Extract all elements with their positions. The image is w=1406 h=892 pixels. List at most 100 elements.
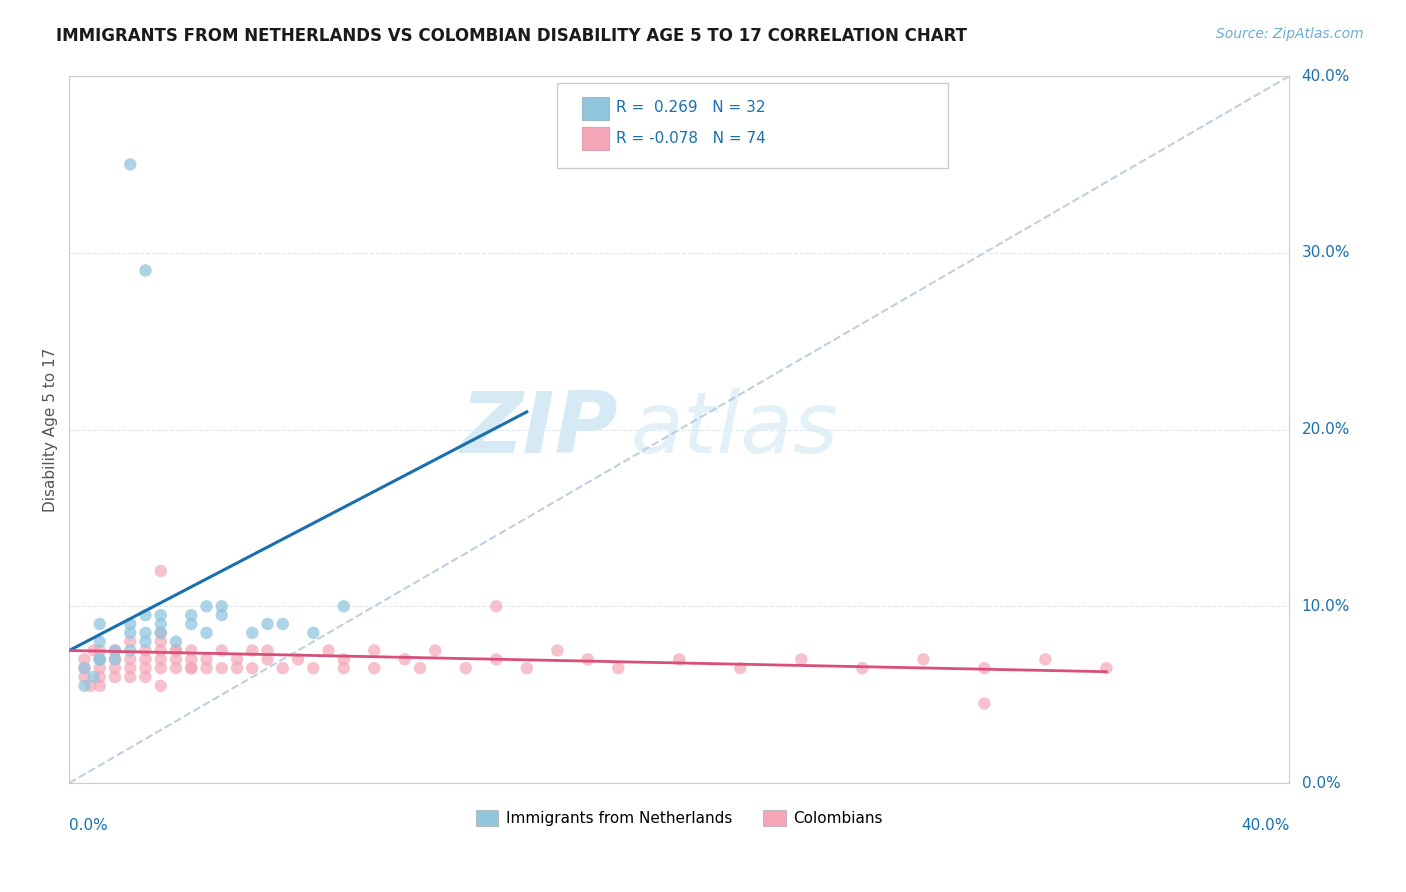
Point [516,661,538,675]
Point [211,608,233,623]
Point [211,599,233,614]
Point [485,599,508,614]
Point [302,661,325,675]
Point [89,679,111,693]
Point [104,643,127,657]
Point [89,652,111,666]
Point [790,652,813,666]
Point [1095,661,1118,675]
Point [256,643,278,657]
Point [363,643,385,657]
Point [973,697,995,711]
Point [104,670,127,684]
Point [180,661,202,675]
Point [120,625,142,640]
Point [104,652,127,666]
Point [104,661,127,675]
Point [195,599,218,614]
Point [104,643,127,657]
Point [165,643,187,657]
Point [394,652,416,666]
Point [83,643,105,657]
Point [120,157,142,171]
Point [287,652,309,666]
Point [333,599,356,614]
Point [149,608,172,623]
Text: 40.0%: 40.0% [1302,69,1350,84]
Point [73,661,96,675]
Text: ZIP: ZIP [461,388,619,471]
Point [73,661,96,675]
Point [134,652,156,666]
Point [73,670,96,684]
Legend: Immigrants from Netherlands, Colombians: Immigrants from Netherlands, Colombians [470,804,889,832]
Point [89,661,111,675]
Text: R =  0.269   N = 32: R = 0.269 N = 32 [616,100,765,115]
Point [134,634,156,648]
Point [180,652,202,666]
Point [83,670,105,684]
Point [271,617,294,632]
Point [454,661,477,675]
Point [149,661,172,675]
Point [668,652,690,666]
Point [134,263,156,277]
Text: 0.0%: 0.0% [69,818,108,833]
Text: R = -0.078   N = 74: R = -0.078 N = 74 [616,131,766,145]
Point [318,643,340,657]
Point [226,661,249,675]
Point [149,634,172,648]
Point [240,625,263,640]
Point [149,564,172,578]
FancyBboxPatch shape [582,96,609,120]
Point [149,652,172,666]
Point [120,643,142,657]
Point [134,670,156,684]
Point [973,661,995,675]
Point [89,652,111,666]
Point [73,652,96,666]
Point [134,608,156,623]
Point [79,679,101,693]
Point [165,652,187,666]
Point [134,643,156,657]
Point [73,679,96,693]
Point [89,643,111,657]
Point [333,652,356,666]
Point [180,661,202,675]
Point [851,661,873,675]
Point [730,661,752,675]
Text: 30.0%: 30.0% [1302,245,1350,260]
Point [180,608,202,623]
Point [256,652,278,666]
Point [256,617,278,632]
Point [134,661,156,675]
FancyBboxPatch shape [557,83,948,168]
Point [211,661,233,675]
Point [89,634,111,648]
Point [120,670,142,684]
Point [165,643,187,657]
Point [546,643,568,657]
Point [240,661,263,675]
Point [211,643,233,657]
Text: 20.0%: 20.0% [1302,422,1350,437]
Point [104,652,127,666]
Point [149,617,172,632]
FancyBboxPatch shape [582,127,609,150]
Point [485,652,508,666]
Y-axis label: Disability Age 5 to 17: Disability Age 5 to 17 [44,347,58,512]
Text: 10.0%: 10.0% [1302,599,1350,614]
Text: Source: ZipAtlas.com: Source: ZipAtlas.com [1216,27,1364,41]
Point [134,625,156,640]
Point [180,617,202,632]
Point [180,643,202,657]
Point [89,652,111,666]
Text: 40.0%: 40.0% [1241,818,1289,833]
Point [1035,652,1057,666]
Text: atlas: atlas [630,388,838,471]
Point [120,661,142,675]
Text: IMMIGRANTS FROM NETHERLANDS VS COLOMBIAN DISABILITY AGE 5 TO 17 CORRELATION CHAR: IMMIGRANTS FROM NETHERLANDS VS COLOMBIAN… [56,27,967,45]
Point [165,634,187,648]
Point [195,661,218,675]
